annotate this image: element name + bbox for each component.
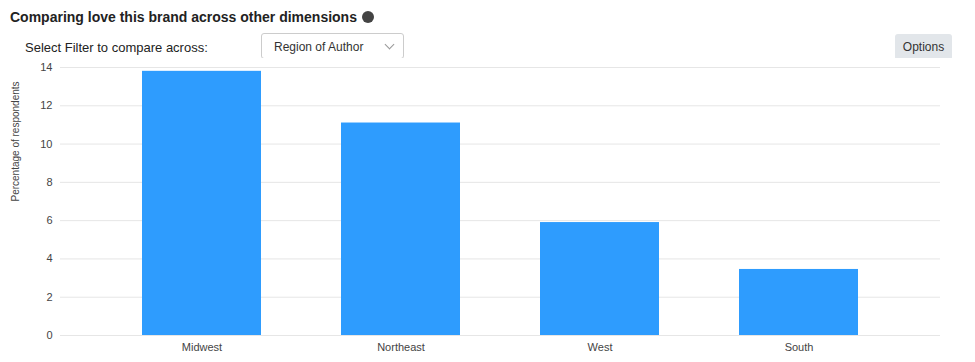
svg-text:2: 2 [46, 291, 52, 303]
svg-text:0: 0 [46, 329, 52, 341]
svg-text:Midwest: Midwest [182, 341, 222, 353]
svg-text:6: 6 [46, 214, 52, 226]
svg-text:Percentage of respondents: Percentage of respondents [10, 81, 21, 201]
svg-text:South: South [785, 341, 814, 353]
svg-text:14: 14 [40, 61, 52, 73]
svg-text:4: 4 [46, 252, 52, 264]
svg-text:West: West [588, 341, 613, 353]
html-text:Options: Options [902, 40, 945, 54]
html-text:Comparing love this brand acro: Comparing love this brand across other d… [10, 9, 357, 25]
html-text:Region of Author: Region of Author [274, 40, 364, 54]
html-text:Select Filter to compare acros: Select Filter to compare across: [25, 40, 208, 55]
svg-text:10: 10 [40, 138, 52, 150]
svg-text:Northeast: Northeast [377, 341, 425, 353]
svg-text:12: 12 [40, 99, 52, 111]
svg-text:8: 8 [46, 176, 52, 188]
